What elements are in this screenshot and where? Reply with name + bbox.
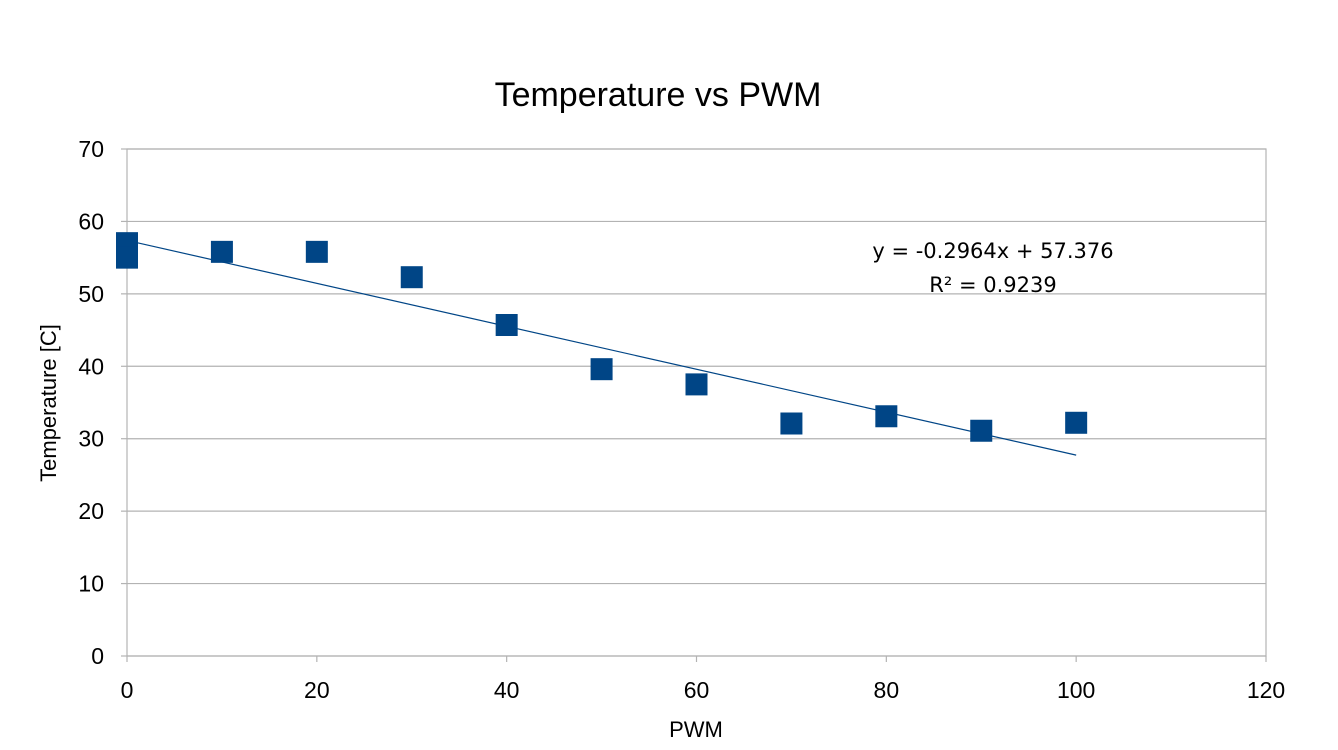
x-tick-label-3: 60 — [684, 677, 710, 703]
data-point-2 — [210, 240, 233, 263]
y-axis-label: Temperature [C] — [36, 324, 61, 482]
data-points — [116, 232, 1088, 442]
x-tick-label-4: 80 — [874, 677, 900, 703]
data-point-11 — [1065, 411, 1088, 434]
data-point-6 — [590, 358, 613, 381]
data-point-5 — [495, 314, 518, 337]
y-tick-label-3: 30 — [78, 426, 104, 452]
x-tick-label-6: 120 — [1247, 677, 1285, 703]
x-tick-label-5: 100 — [1057, 677, 1095, 703]
linear-trendline — [126, 239, 1077, 456]
trendline-equation: y = -0.2964x + 57.376 — [872, 239, 1113, 263]
y-axis-tick-labels: 0 10 20 30 40 50 60 70 — [78, 136, 104, 669]
y-tick-label-7: 70 — [78, 136, 104, 162]
x-axis-label: PWM — [669, 717, 723, 742]
data-point-1 — [116, 246, 138, 269]
data-point-9 — [875, 405, 898, 428]
y-tick-label-2: 20 — [78, 498, 104, 524]
y-tick-label-6: 60 — [78, 208, 104, 234]
data-point-7 — [685, 373, 708, 396]
y-tick-label-0: 0 — [91, 643, 104, 669]
data-point-10 — [970, 419, 993, 442]
y-tick-label-5: 50 — [78, 281, 104, 307]
plot-area-border — [126, 148, 1267, 657]
y-tick-label-1: 10 — [78, 571, 104, 597]
x-tick-label-1: 20 — [304, 677, 330, 703]
x-tick-label-2: 40 — [494, 677, 520, 703]
x-axis-tick-labels: 0 20 40 60 80 100 120 — [121, 677, 1286, 703]
y-tick-label-4: 40 — [78, 353, 104, 379]
data-point-8 — [780, 412, 803, 435]
x-tick-label-0: 0 — [121, 677, 134, 703]
data-point-3 — [305, 240, 328, 263]
trendline-r-squared: R² = 0.9239 — [929, 273, 1056, 297]
chart-title: Temperature vs PWM — [495, 76, 822, 114]
data-point-4 — [400, 266, 423, 289]
